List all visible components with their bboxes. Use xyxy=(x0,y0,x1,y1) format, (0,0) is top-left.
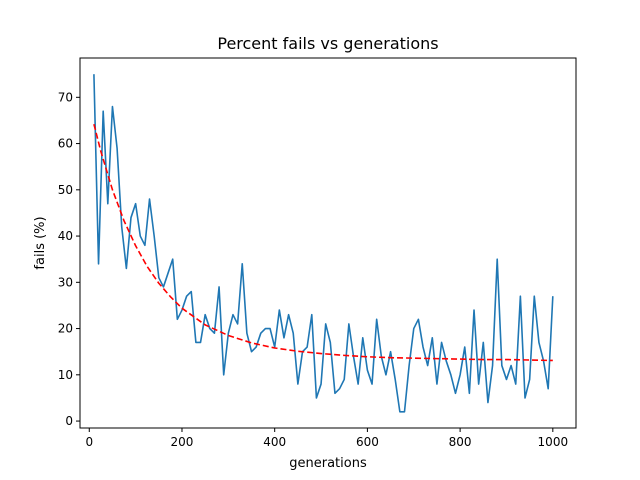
y-axis-label: fails (%) xyxy=(33,216,48,269)
y-tick-label: 20 xyxy=(58,322,73,336)
y-tick-label: 30 xyxy=(58,275,73,289)
plot-frame xyxy=(79,57,577,429)
x-axis-label: generations xyxy=(289,456,367,471)
x-tick-label: 1000 xyxy=(538,435,569,449)
x-tick-label: 800 xyxy=(449,435,472,449)
x-tick-label: 400 xyxy=(263,435,286,449)
fit-curve-line xyxy=(93,123,553,362)
chart-title: Percent fails vs generations xyxy=(217,34,438,53)
y-tick-label: 40 xyxy=(58,229,73,243)
x-axis: 0 200 400 600 800 1000 xyxy=(85,428,568,449)
y-tick-label: 70 xyxy=(58,90,73,104)
y-tick-label: 60 xyxy=(58,137,73,151)
x-tick-label: 200 xyxy=(171,435,194,449)
x-tick-label: 600 xyxy=(356,435,379,449)
y-tick-label: 0 xyxy=(65,414,73,428)
y-axis: 0 10 20 30 40 50 60 70 xyxy=(58,90,80,428)
y-tick-label: 50 xyxy=(58,183,73,197)
y-tick-label: 10 xyxy=(58,368,73,382)
fails-series-line xyxy=(93,74,554,413)
plot-marks xyxy=(93,74,554,413)
x-tick-label: 0 xyxy=(85,435,93,449)
